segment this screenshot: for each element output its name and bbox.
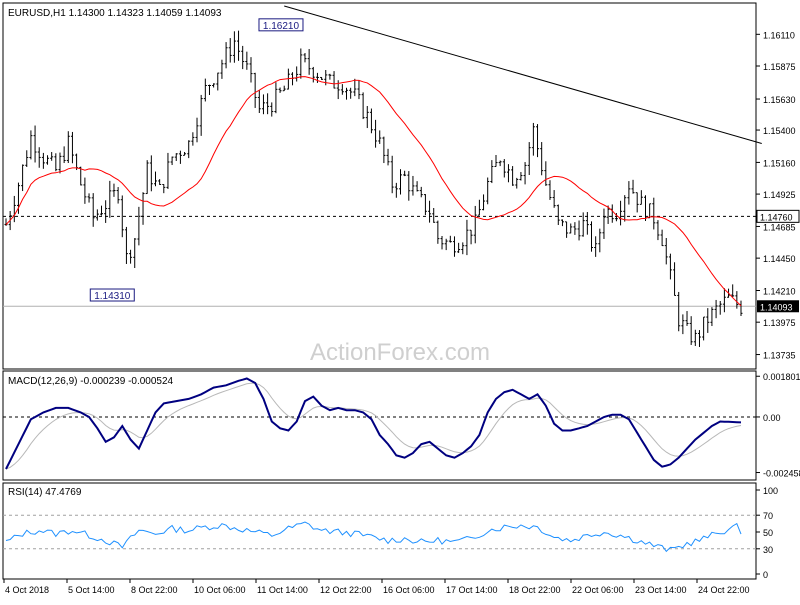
macd-signal-line (5, 382, 742, 470)
current-price-label: 1.14093 (760, 302, 793, 312)
time-tick-label: 24 Oct 22:00 (698, 585, 750, 595)
price-tick-label: 1.16110 (763, 30, 795, 40)
rsi-tick-label: 30 (763, 545, 773, 555)
price-tick-label: 1.15160 (763, 158, 796, 168)
price-tick-label: 1.14450 (763, 254, 796, 264)
moving-average-line (5, 76, 742, 307)
rsi-panel-border (2, 482, 757, 580)
price-tick-label: 1.13735 (763, 351, 796, 361)
time-tick-label: 10 Oct 06:00 (194, 585, 246, 595)
time-tick-label: 17 Oct 14:00 (446, 585, 498, 595)
level-label-box (756, 209, 800, 223)
price-tick-label: 1.15875 (763, 62, 796, 72)
rsi-tick-label: 70 (763, 511, 773, 521)
rsi-layer (3, 514, 756, 553)
rsi-tick-label: 0 (763, 570, 768, 580)
axes-layer: 1.16110 1.15875 1.15630 1.15400 1.15160 1.149… (3, 30, 800, 595)
price-tick-label: 1.15630 (763, 95, 796, 105)
price-layer: 1.16210 1.14310 (3, 5, 762, 347)
price-tick-label: 1.13975 (763, 318, 796, 328)
rsi-tick-label: 50 (763, 528, 773, 538)
time-tick-label: 4 Oct 2018 (5, 585, 49, 595)
annotation-box (89, 288, 135, 302)
price-tick-label: 1.14685 (763, 222, 796, 232)
macd-panel-border (2, 370, 757, 481)
current-price-label-box (757, 300, 799, 313)
macd-line (5, 377, 742, 470)
time-tick-label: 11 Oct 14:00 (257, 585, 308, 595)
annotation-label: 1.14310 (94, 291, 131, 302)
price-panel-title: EURUSD,H1 1.14300 1.14323 1.14059 1.1409… (8, 8, 222, 19)
macd-tick-label: -0.002458 (763, 469, 800, 479)
price-tick-label: 1.15400 (763, 126, 796, 136)
time-tick-label: 8 Oct 22:00 (131, 585, 178, 595)
price-panel-border (2, 2, 757, 370)
time-tick-label: 23 Oct 14:00 (635, 585, 687, 595)
time-tick-label: 18 Oct 22:00 (509, 585, 561, 595)
price-tick-label: 1.14925 (763, 190, 796, 200)
annotation-label: 1.16210 (263, 21, 300, 32)
time-tick-label: 16 Oct 06:00 (383, 585, 435, 595)
watermark-text: ActionForex.com (310, 339, 490, 366)
annotation-box (258, 18, 304, 32)
rsi-panel-title: RSI(14) 47.4769 (8, 487, 82, 498)
rsi-tick-label: 100 (763, 486, 778, 496)
macd-tick-label: 0.001801 (763, 372, 800, 382)
level-label: 1.14760 (760, 212, 793, 222)
rsi-line (5, 521, 742, 553)
trendline (284, 5, 762, 145)
macd-layer (3, 377, 756, 470)
macd-panel-title: MACD(12,26,9) -0.000239 -0.000524 (8, 376, 174, 387)
price-tick-label: 1.14210 (763, 286, 796, 296)
time-tick-label: 5 Oct 14:00 (68, 585, 115, 595)
time-tick-label: 22 Oct 06:00 (572, 585, 624, 595)
macd-tick-label: 0.00 (763, 413, 781, 423)
time-tick-label: 12 Oct 22:00 (320, 585, 372, 595)
